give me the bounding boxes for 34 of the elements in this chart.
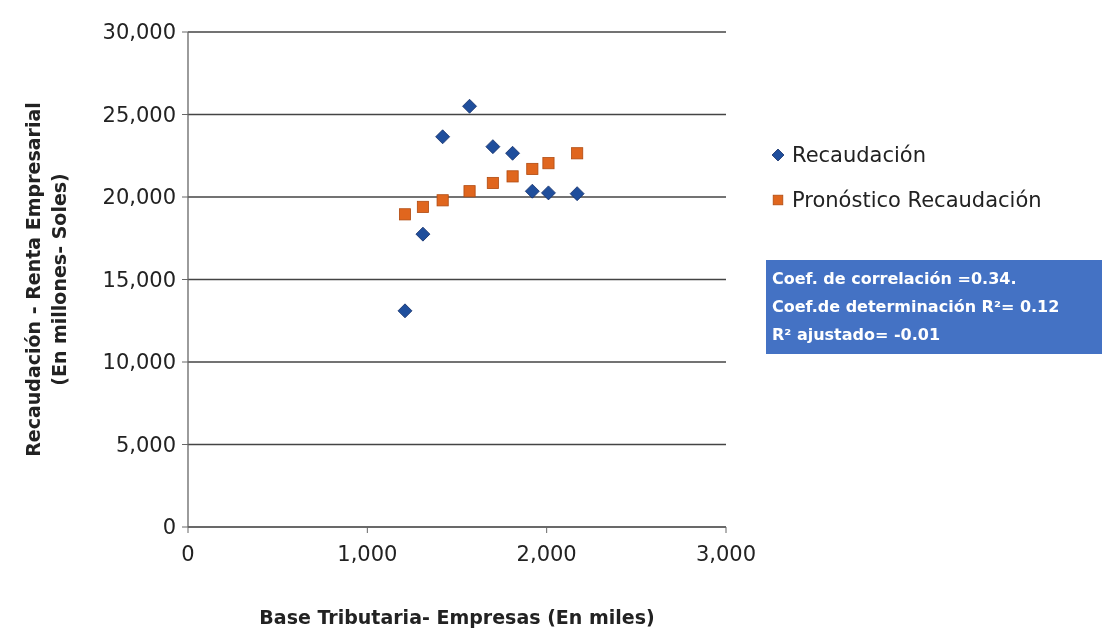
point bbox=[435, 129, 451, 145]
point bbox=[416, 200, 429, 213]
point bbox=[398, 208, 411, 221]
y-tick-label: 15,000 bbox=[102, 267, 176, 292]
point bbox=[436, 194, 449, 207]
x-axis-title: Base Tributaria- Empresas (En miles) bbox=[259, 606, 655, 628]
point bbox=[485, 139, 501, 155]
point bbox=[569, 186, 585, 202]
legend-label: Recaudación bbox=[792, 143, 927, 168]
point bbox=[524, 183, 540, 199]
point bbox=[571, 147, 584, 160]
point bbox=[397, 303, 413, 319]
y-axis-title: Recaudación - Renta Empresarial (En millones- Soles) bbox=[22, 102, 70, 457]
legend-label: Pronóstico Recaudación bbox=[792, 188, 1042, 213]
y-tick-label: 10,000 bbox=[102, 350, 176, 375]
point bbox=[542, 157, 555, 170]
point bbox=[541, 185, 556, 201]
x-tick-label: 0 bbox=[181, 542, 195, 566]
x-tick-label: 2,000 bbox=[516, 542, 577, 566]
y-tick-label: 30,000 bbox=[102, 20, 176, 45]
point bbox=[526, 162, 539, 175]
y-tick-label: 0 bbox=[162, 515, 176, 540]
point bbox=[415, 226, 431, 242]
x-tick-label: 1,000 bbox=[337, 542, 398, 566]
point bbox=[463, 185, 476, 198]
point bbox=[486, 176, 499, 189]
x-tick-label: 3,000 bbox=[695, 542, 757, 566]
point bbox=[462, 98, 477, 114]
y-tick-label: 25,000 bbox=[102, 102, 176, 127]
text: Coef. de correlación =0.34. Coef.de determinación R²= 0.12 R² ajustado= -0.01 bbox=[772, 269, 1060, 344]
y-tick-label: 20,000 bbox=[102, 185, 176, 210]
point bbox=[506, 170, 519, 183]
y-tick-label: 5,000 bbox=[115, 432, 176, 457]
point bbox=[505, 145, 520, 161]
